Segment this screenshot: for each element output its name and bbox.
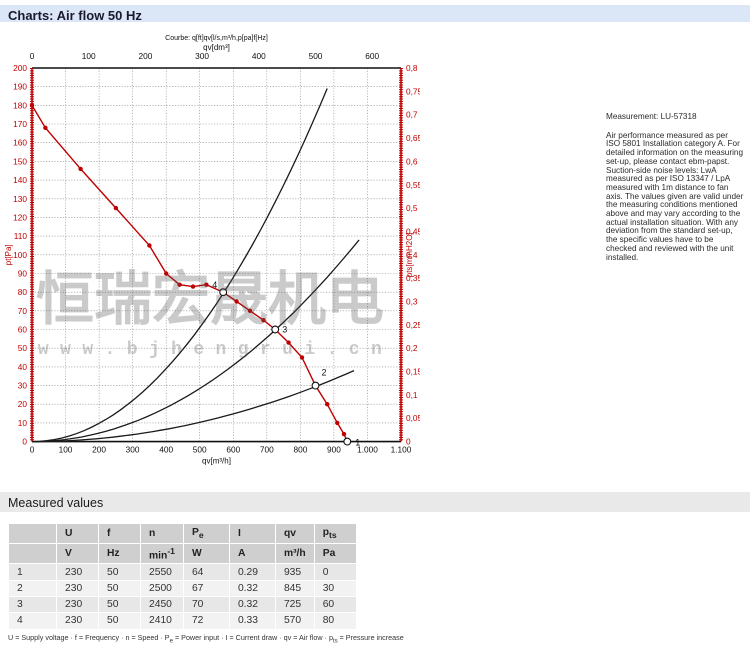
svg-text:130: 130: [13, 194, 27, 204]
svg-text:0: 0: [30, 51, 35, 61]
svg-text:40: 40: [18, 362, 28, 372]
svg-text:2: 2: [322, 368, 327, 378]
svg-text:Courbe: q[ft]qv[l/s,m³/h,p[pa]: Courbe: q[ft]qv[l/s,m³/h,p[pa]f[Hz]: [165, 35, 268, 42]
svg-text:0,2: 0,2: [406, 343, 418, 353]
svg-text:190: 190: [13, 82, 27, 92]
svg-text:0,15: 0,15: [406, 367, 420, 377]
svg-text:100: 100: [82, 51, 96, 61]
svg-text:30: 30: [18, 381, 28, 391]
svg-text:4: 4: [212, 280, 217, 290]
svg-text:qv[dm³]: qv[dm³]: [203, 43, 230, 52]
svg-text:80: 80: [18, 287, 28, 297]
svg-text:0,65: 0,65: [406, 133, 420, 143]
svg-text:70: 70: [18, 306, 28, 316]
svg-text:110: 110: [14, 231, 28, 241]
svg-text:50: 50: [18, 343, 28, 353]
svg-text:0,75: 0,75: [406, 86, 420, 96]
svg-text:200: 200: [92, 445, 106, 455]
svg-text:pts[mmH2O]: pts[mmH2O]: [405, 232, 414, 277]
svg-text:0,3: 0,3: [406, 297, 418, 307]
svg-text:300: 300: [126, 445, 140, 455]
svg-text:10: 10: [18, 418, 28, 428]
svg-text:120: 120: [13, 212, 27, 222]
svg-text:0,5: 0,5: [406, 203, 418, 213]
svg-text:200: 200: [13, 63, 27, 73]
svg-text:500: 500: [309, 51, 323, 61]
svg-text:3: 3: [282, 325, 287, 335]
svg-text:700: 700: [260, 445, 274, 455]
svg-text:200: 200: [138, 51, 152, 61]
svg-text:0,1: 0,1: [406, 390, 418, 400]
svg-text:100: 100: [59, 445, 73, 455]
svg-text:140: 140: [13, 175, 27, 185]
svg-text:100: 100: [13, 250, 27, 260]
svg-text:160: 160: [13, 138, 27, 148]
svg-text:300: 300: [195, 51, 209, 61]
svg-text:0,7: 0,7: [406, 110, 418, 120]
svg-text:0,6: 0,6: [406, 156, 418, 166]
svg-text:900: 900: [327, 445, 341, 455]
svg-text:0,55: 0,55: [406, 180, 420, 190]
svg-text:600: 600: [226, 445, 240, 455]
svg-text:400: 400: [252, 51, 266, 61]
svg-text:180: 180: [13, 100, 27, 110]
svg-text:20: 20: [18, 399, 28, 409]
svg-text:170: 170: [13, 119, 27, 129]
svg-text:1.000: 1.000: [357, 445, 378, 455]
svg-text:pt[Pa]: pt[Pa]: [4, 244, 13, 265]
svg-text:400: 400: [159, 445, 173, 455]
svg-text:0: 0: [406, 437, 411, 447]
svg-text:800: 800: [293, 445, 307, 455]
svg-text:0,05: 0,05: [406, 413, 420, 423]
svg-text:0: 0: [30, 445, 35, 455]
svg-text:500: 500: [193, 445, 207, 455]
svg-text:60: 60: [18, 325, 28, 335]
svg-text:90: 90: [18, 269, 28, 279]
svg-text:0,25: 0,25: [406, 320, 420, 330]
svg-text:600: 600: [365, 51, 379, 61]
svg-text:0,8: 0,8: [406, 63, 418, 73]
svg-text:qv[m³/h]: qv[m³/h]: [202, 457, 231, 466]
svg-text:0: 0: [22, 437, 27, 447]
svg-text:150: 150: [13, 156, 27, 166]
